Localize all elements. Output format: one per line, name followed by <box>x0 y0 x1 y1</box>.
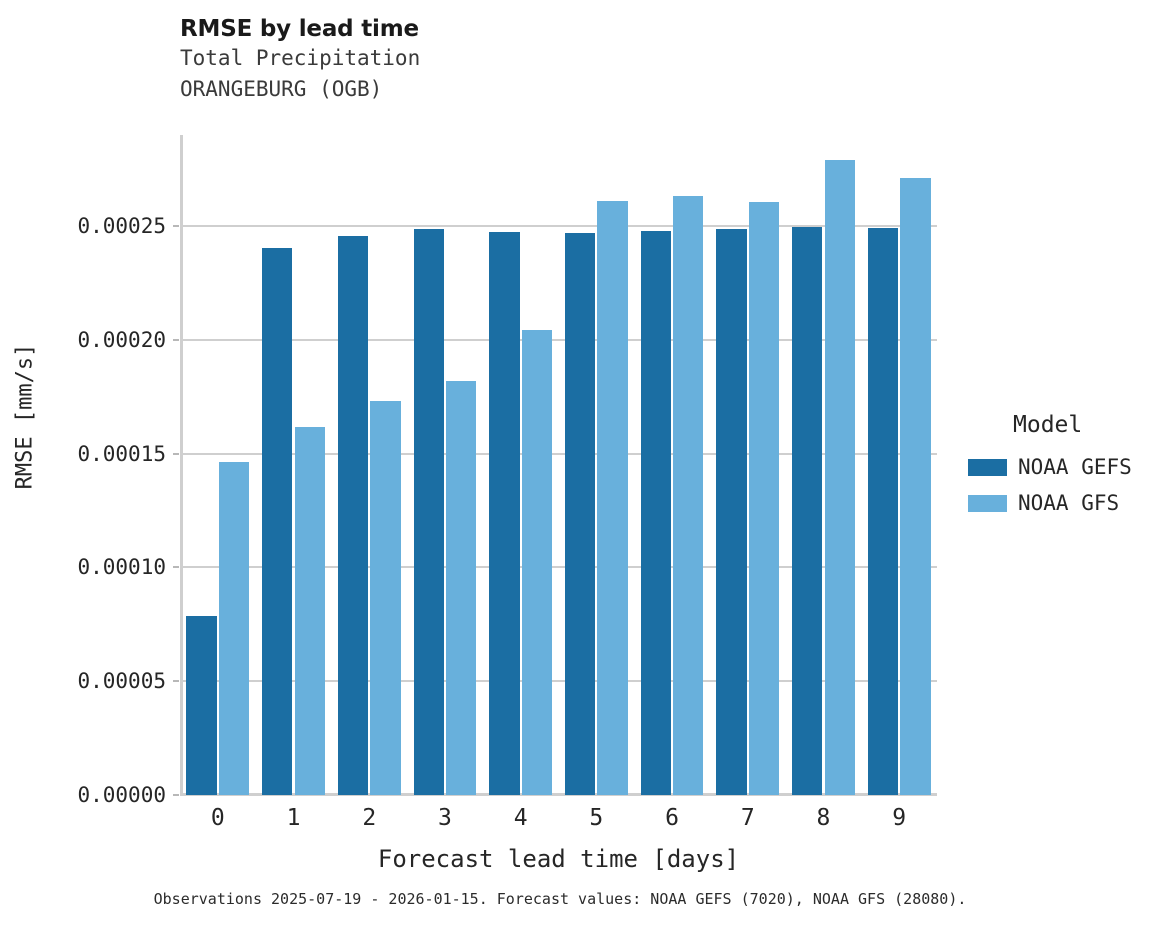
y-axis-label: RMSE [mm/s] <box>12 343 38 490</box>
x-tick-label: 1 <box>286 805 301 831</box>
x-axis-tick-labels: 0 1 2 3 4 5 6 7 8 9 <box>180 805 937 837</box>
bar-noaa-gfs-day-2 <box>370 401 401 795</box>
y-tick-mark <box>173 225 179 228</box>
x-tick-label: 5 <box>589 805 604 831</box>
x-tick-label: 9 <box>892 805 907 831</box>
y-gridline <box>180 680 937 683</box>
bar-noaa-gefs-day-8 <box>792 227 823 795</box>
x-axis-label: Forecast lead time [days] <box>377 845 740 873</box>
chart-location: ORANGEBURG (OGB) <box>180 77 383 101</box>
bar-noaa-gefs-day-7 <box>716 229 747 795</box>
y-tick-label: 0.00025 <box>77 214 166 239</box>
legend-swatch-icon <box>968 458 1007 476</box>
bar-noaa-gefs-day-9 <box>867 228 898 795</box>
bar-noaa-gfs-day-0 <box>218 461 250 795</box>
legend-item-label: NOAA GFS <box>1018 491 1120 515</box>
bar-noaa-gefs-day-3 <box>413 229 444 795</box>
legend-swatch-icon <box>968 494 1007 512</box>
bar-noaa-gfs-day-9 <box>900 178 931 795</box>
bar-noaa-gfs-day-5 <box>597 201 628 795</box>
bar-noaa-gfs-day-8 <box>824 160 855 795</box>
bar-noaa-gefs-day-2 <box>337 236 369 795</box>
plot-area <box>173 135 937 796</box>
x-tick-label: 6 <box>665 805 679 831</box>
page-title: RMSE by lead time <box>180 16 419 42</box>
y-tick-label: 0.00020 <box>77 327 166 352</box>
y-tick-label: 0.00010 <box>77 555 166 580</box>
footer-note: Observations 2025-07-19 - 2026-01-15. Fo… <box>153 890 967 908</box>
x-tick-label: 8 <box>816 805 831 831</box>
y-axis-tick-labels: 0.00000 0.00005 0.00010 0.00015 0.00020 0.000… <box>0 135 166 807</box>
x-tick-label: 7 <box>740 805 755 831</box>
bar-noaa-gfs-day-3 <box>446 380 477 795</box>
y-gridline <box>180 225 937 228</box>
legend-title: Model <box>1013 412 1083 438</box>
bar-noaa-gefs-day-1 <box>262 247 293 795</box>
y-tick-mark <box>173 680 179 683</box>
x-tick-label: 3 <box>438 805 452 831</box>
y-gridline <box>180 566 937 569</box>
y-gridline <box>180 794 937 796</box>
y-tick-mark <box>173 452 179 455</box>
x-tick-label: 2 <box>362 805 377 831</box>
y-tick-label: 0.00000 <box>77 783 166 807</box>
y-gridline <box>180 452 937 455</box>
bar-noaa-gfs-day-6 <box>673 196 704 795</box>
legend: Model NOAA GEFS NOAA GFS <box>968 412 1168 524</box>
y-tick-mark <box>173 794 179 796</box>
bar-noaa-gefs-day-0 <box>186 616 217 795</box>
x-tick-label: 4 <box>513 805 528 831</box>
bar-noaa-gefs-day-6 <box>640 230 671 795</box>
x-tick-label: 0 <box>210 805 225 831</box>
y-axis-spine <box>180 135 183 796</box>
bar-noaa-gfs-day-4 <box>521 329 553 795</box>
bar-noaa-gefs-day-4 <box>489 231 520 795</box>
bar-noaa-gefs-day-5 <box>564 232 596 795</box>
chart-header: RMSE by lead time Total Precipitation OR… <box>180 16 940 105</box>
legend-entries: NOAA GEFS NOAA GFS <box>968 452 1168 518</box>
y-tick-label: 0.00015 <box>77 441 166 466</box>
legend-item-noaa-gefs[interactable]: NOAA GEFS <box>968 452 1168 482</box>
y-tick-label: 0.00005 <box>77 669 166 694</box>
chart-subtitle: Total Precipitation <box>180 46 421 70</box>
bar-noaa-gfs-day-1 <box>294 427 325 795</box>
bar-noaa-gfs-day-7 <box>748 202 780 795</box>
y-tick-mark <box>173 566 179 569</box>
y-tick-mark <box>173 338 179 341</box>
y-gridline <box>180 338 937 341</box>
legend-item-label: NOAA GEFS <box>1018 455 1132 479</box>
legend-item-noaa-gfs[interactable]: NOAA GFS <box>968 488 1168 518</box>
